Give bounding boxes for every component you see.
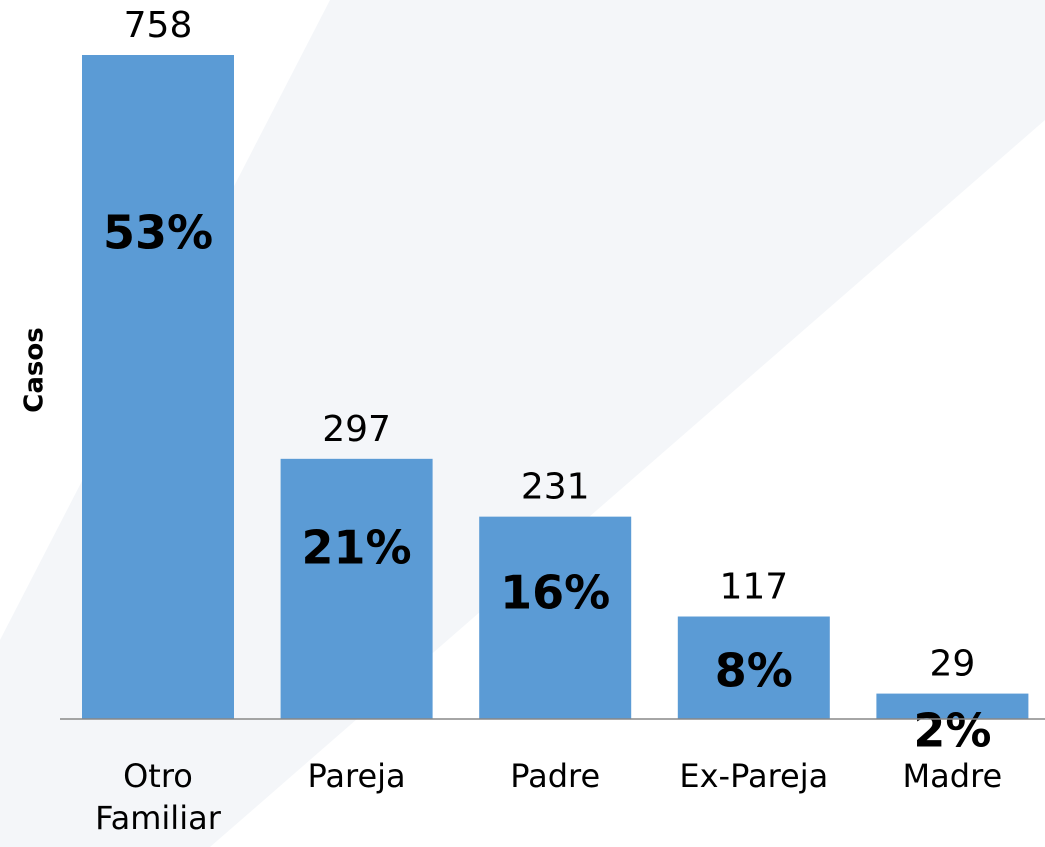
share-label: 16% [500,566,610,620]
y-axis-label: Casos [20,327,50,412]
bar [82,55,234,719]
value-label: 29 [929,644,975,685]
value-label: 758 [124,5,193,46]
bar [677,616,830,719]
share-label: 53% [103,206,213,260]
bar [479,516,632,719]
share-label: 2% [913,704,991,758]
x-tick-label: Ex-Pareja [679,757,829,795]
share-label: 8% [715,644,793,698]
value-label: 117 [719,567,788,608]
share-label: 21% [302,521,412,575]
x-tick-label: Pareja [307,757,406,795]
x-tick-label: Otro Familiar [95,757,221,837]
x-tick-label: Madre [902,757,1003,795]
bar [280,458,433,719]
value-label: 297 [322,409,391,450]
value-label: 231 [521,467,590,508]
x-tick-label: Padre [510,757,601,795]
bar [876,693,1029,719]
